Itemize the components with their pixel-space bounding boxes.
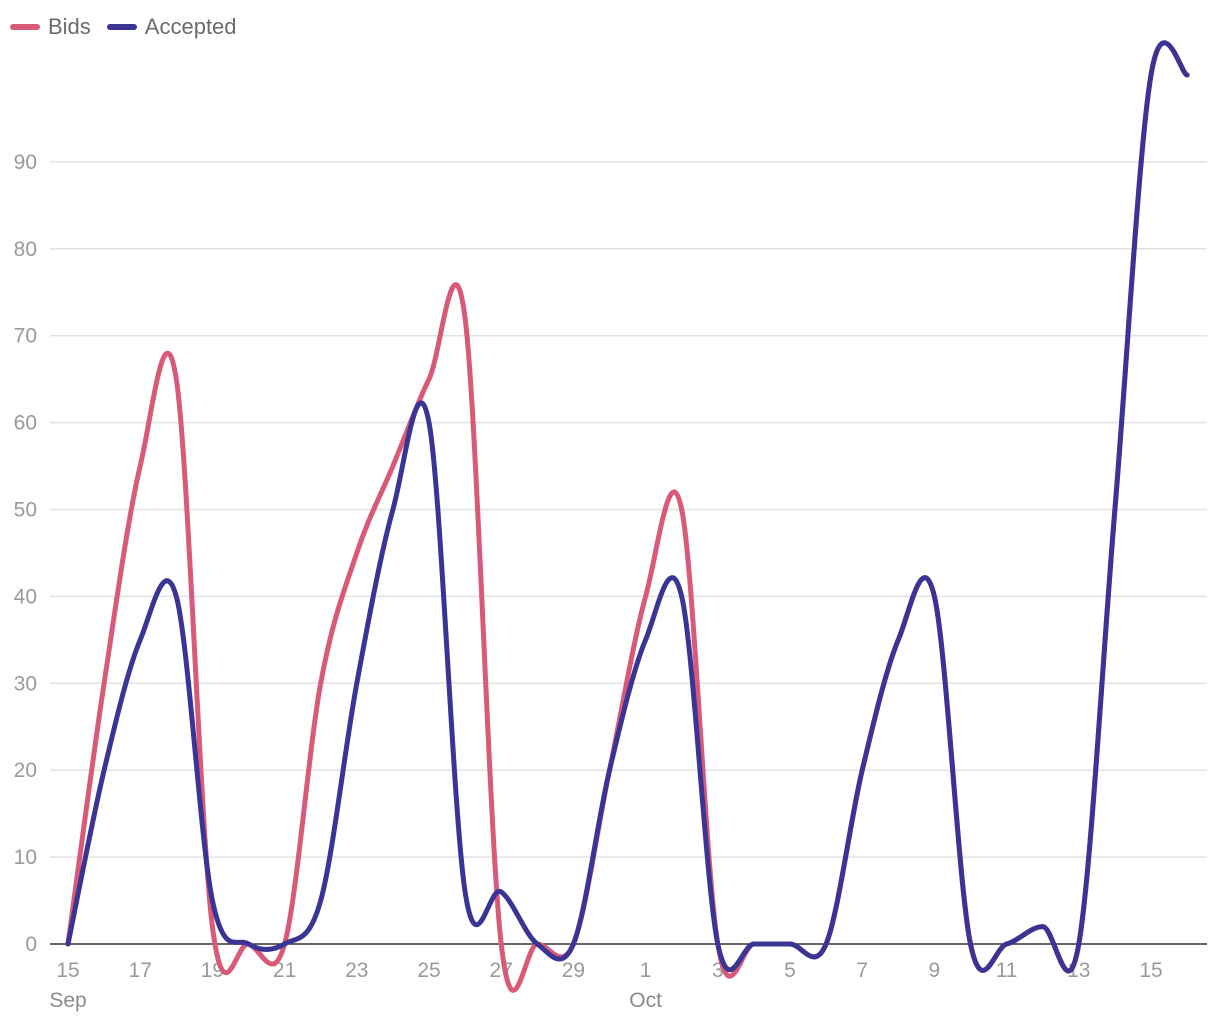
x-tick-label: 15 <box>56 959 79 982</box>
x-tick-label: 11 <box>996 959 1018 982</box>
legend-swatch-bids <box>10 24 40 30</box>
chart-legend: Bids Accepted <box>10 14 237 40</box>
y-tick-label: 60 <box>14 412 37 435</box>
x-month-label: Sep <box>49 989 86 1012</box>
y-tick-label: 40 <box>14 585 37 608</box>
x-tick-label: 9 <box>929 959 941 982</box>
y-tick-label: 10 <box>14 846 37 869</box>
y-tick-label: 90 <box>14 151 37 174</box>
x-tick-label: 7 <box>856 959 868 982</box>
legend-label-accepted: Accepted <box>144 14 237 39</box>
series-line-accepted <box>65 40 1190 974</box>
legend-label-bids: Bids <box>48 14 91 39</box>
x-tick-label: 3 <box>712 959 724 982</box>
x-tick-label: 21 <box>273 959 296 982</box>
x-tick-label: 29 <box>562 959 585 982</box>
y-tick-label: 20 <box>14 759 37 782</box>
gridlines <box>50 161 1207 858</box>
x-month-label: Oct <box>629 989 662 1012</box>
series-line-bids <box>65 40 1190 993</box>
x-tick-label: 17 <box>129 959 152 982</box>
x-tick-label: 23 <box>345 959 368 982</box>
y-tick-label: 0 <box>25 933 37 956</box>
y-tick-label: 70 <box>14 325 37 348</box>
y-tick-label: 30 <box>14 672 37 695</box>
x-tick-label: 1 <box>640 959 652 982</box>
x-tick-label: 25 <box>417 959 440 982</box>
y-tick-label: 80 <box>14 238 37 261</box>
legend-swatch-accepted <box>106 24 137 30</box>
y-tick-label: 50 <box>14 499 37 522</box>
x-tick-label: 5 <box>784 959 796 982</box>
x-tick-label: 15 <box>1139 959 1162 982</box>
y-axis-ticks: 0 10 20 30 40 50 60 70 80 90 <box>14 151 37 956</box>
legend-item-bids[interactable]: Bids <box>10 14 91 40</box>
legend-item-accepted[interactable]: Accepted <box>106 14 237 40</box>
series-lines <box>65 40 1190 993</box>
